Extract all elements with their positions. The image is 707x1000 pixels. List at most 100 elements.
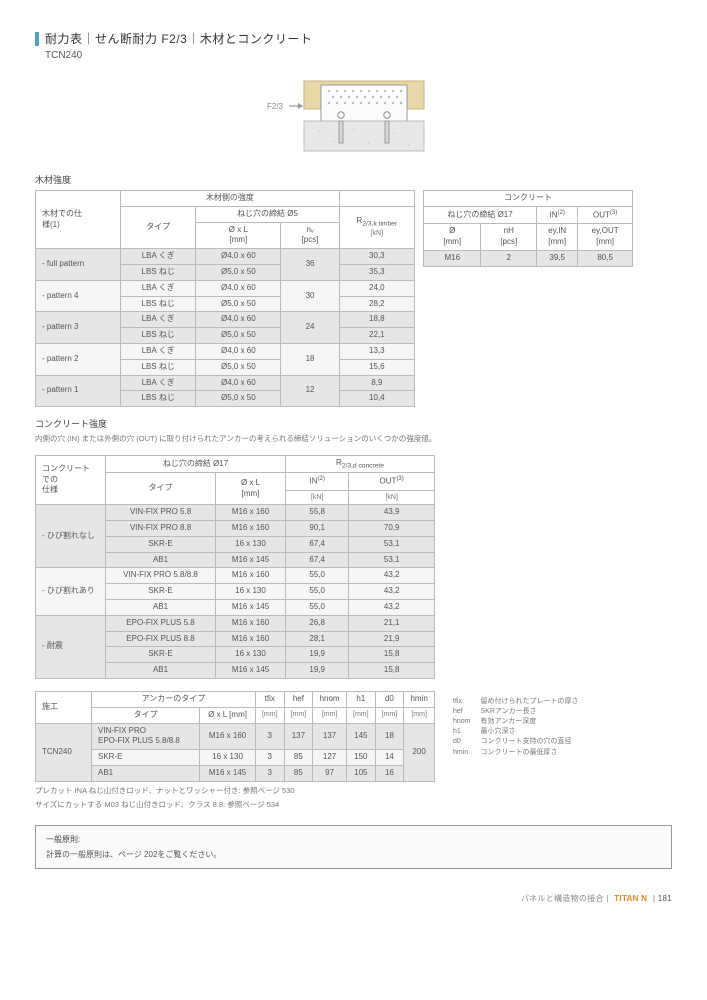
conc-group-name: - ひび割れなし — [36, 505, 106, 568]
cell: Ø4,0 x 60 — [196, 312, 281, 328]
cell: LBS ねじ — [121, 359, 196, 375]
th-r23d: R2/3,d concrete — [286, 455, 435, 473]
cell: 55,0 — [286, 584, 349, 600]
cell: SKR-E — [106, 647, 216, 663]
cell: 53,1 — [349, 552, 435, 568]
th-type: タイプ — [121, 206, 196, 248]
cell: Ø4,0 x 60 — [196, 280, 281, 296]
legend: tfixhefhnomh1d0hmin 留め付けられたプレートの厚さSKRアンカ… — [453, 697, 579, 758]
th-concrete-group: コンクリート — [424, 191, 633, 207]
legend-labels: 留め付けられたプレートの厚さSKRアンカー長さ有効アンカー深度最小穴深さコンクリ… — [481, 697, 579, 758]
cell-nv: 24 — [281, 312, 339, 344]
cell: M16 x 145 — [216, 599, 286, 615]
u: [mm] — [255, 707, 284, 723]
cell: SKR-E — [106, 536, 216, 552]
cell: 15,8 — [349, 647, 435, 663]
th-nv: nᵥ [pcs] — [281, 222, 339, 249]
cell: 55,0 — [286, 599, 349, 615]
cell: M16 x 160 — [216, 568, 286, 584]
cell: EPO-FIX PLUS 5.8 — [106, 615, 216, 631]
conc-group-name: - ひび割れあり — [36, 568, 106, 615]
cell-r: 8,9 — [339, 375, 414, 391]
cell: Ø5,0 x 50 — [196, 391, 281, 407]
page-footer: パネルと構造物の接合 | TITAN N | 181 — [35, 893, 672, 904]
th-inst-type: タイプ — [92, 707, 200, 723]
th-tfix: tfix — [255, 691, 284, 707]
panel-title: 一般原則: — [46, 834, 661, 845]
cell: 14 — [375, 750, 404, 766]
u: [mm] — [347, 707, 376, 723]
page-subtitle: TCN240 — [45, 50, 672, 61]
cell: 16 x 130 — [216, 584, 286, 600]
cell: SKR-E — [106, 584, 216, 600]
cell: VIN-FIX PRO 5.8/8.8 — [106, 568, 216, 584]
cell: 43,2 — [349, 599, 435, 615]
u: [mm] — [313, 707, 347, 723]
cell: 127 — [313, 750, 347, 766]
footer-page: 181 — [658, 894, 672, 903]
cell: 15,8 — [349, 663, 435, 679]
cell: 21,1 — [349, 615, 435, 631]
cell: LBA くぎ — [121, 249, 196, 265]
cell: M16 x 145 — [216, 552, 286, 568]
inst-footnote-1: プレカット INA ねじ山付きロッド、ナットとワッシャー付き: 参照ページ 53… — [35, 786, 435, 797]
cell: 16 — [375, 765, 404, 781]
cell: 85 — [284, 750, 313, 766]
timber-strength-table: 木材での仕 様(1) 木材側の強度 タイプ ねじ穴の締結 Ø5 R2/3,k t… — [35, 190, 415, 407]
cell-r: 35,3 — [339, 264, 414, 280]
th-inst-oxl: Ø x L [mm] — [200, 707, 256, 723]
th-d0: d0 — [375, 691, 404, 707]
cell: AB1 — [92, 765, 200, 781]
cell: Ø5,0 x 50 — [196, 264, 281, 280]
cell: 55,0 — [286, 568, 349, 584]
th-in: IN(2) — [537, 206, 578, 223]
cell: Ø4,0 x 60 — [196, 343, 281, 359]
cell: 43,2 — [349, 568, 435, 584]
cell-nv: 30 — [281, 280, 339, 312]
cell: Ø5,0 x 50 — [196, 296, 281, 312]
th-out: OUT(3) — [578, 206, 633, 223]
cell: 55,8 — [286, 505, 349, 521]
th-hmin: hmin — [404, 691, 435, 707]
cell: Ø5,0 x 50 — [196, 328, 281, 344]
installation-table: 施工 アンカーのタイプ tfix hef hnom h1 d0 hmin タイプ… — [35, 691, 435, 782]
cell: 97 — [313, 765, 347, 781]
th-r23k: R2/3,k timber[kN] — [339, 206, 414, 248]
cell: M16 x 160 — [216, 631, 286, 647]
cell-r: 10,4 — [339, 391, 414, 407]
footer-section: パネルと構造物の接合 — [521, 894, 604, 903]
cell: VIN-FIX PRO 8.8 — [106, 520, 216, 536]
cell: LBA くぎ — [121, 343, 196, 359]
cell-r: 22,1 — [339, 328, 414, 344]
conc-group-name: - 耐震 — [36, 615, 106, 678]
cell: M16 x 160 — [216, 520, 286, 536]
cell: AB1 — [106, 663, 216, 679]
cell-o: M16 — [424, 250, 481, 266]
cell: LBA くぎ — [121, 375, 196, 391]
pattern-name: - pattern 4 — [36, 280, 121, 312]
th-eyin: ey,IN [mm] — [537, 224, 578, 251]
cell: 85 — [284, 765, 313, 781]
th-anchor-type: アンカーのタイプ — [92, 691, 256, 707]
cell-r: 24,0 — [339, 280, 414, 296]
th-cout-u: [kN] — [349, 490, 435, 504]
cell: Ø4,0 x 60 — [196, 249, 281, 265]
cell: LBS ねじ — [121, 391, 196, 407]
cell: 3 — [255, 750, 284, 766]
pattern-name: - pattern 3 — [36, 312, 121, 344]
cell: M16 x 160 — [216, 615, 286, 631]
cell: M16 x 160 — [200, 723, 256, 750]
cell: 19,9 — [286, 663, 349, 679]
concrete-mini-row: M16 2 39,5 80,5 — [424, 250, 633, 266]
cell-nv: 36 — [281, 249, 339, 281]
cell: 16 x 130 — [200, 750, 256, 766]
cell: 90,1 — [286, 520, 349, 536]
panel-body: 計算の一般原則は、ページ 202をご覧ください。 — [46, 849, 661, 860]
th-coxl: Ø x L [mm] — [216, 473, 286, 505]
cell: EPO-FIX PLUS 8.8 — [106, 631, 216, 647]
th-conc-left: コンクリート での 仕様 — [36, 455, 106, 504]
th-co17-b: ねじ穴の締結 Ø17 — [106, 455, 286, 473]
cell: 105 — [347, 765, 376, 781]
cell-nv: 18 — [281, 343, 339, 375]
cell: AB1 — [106, 599, 216, 615]
